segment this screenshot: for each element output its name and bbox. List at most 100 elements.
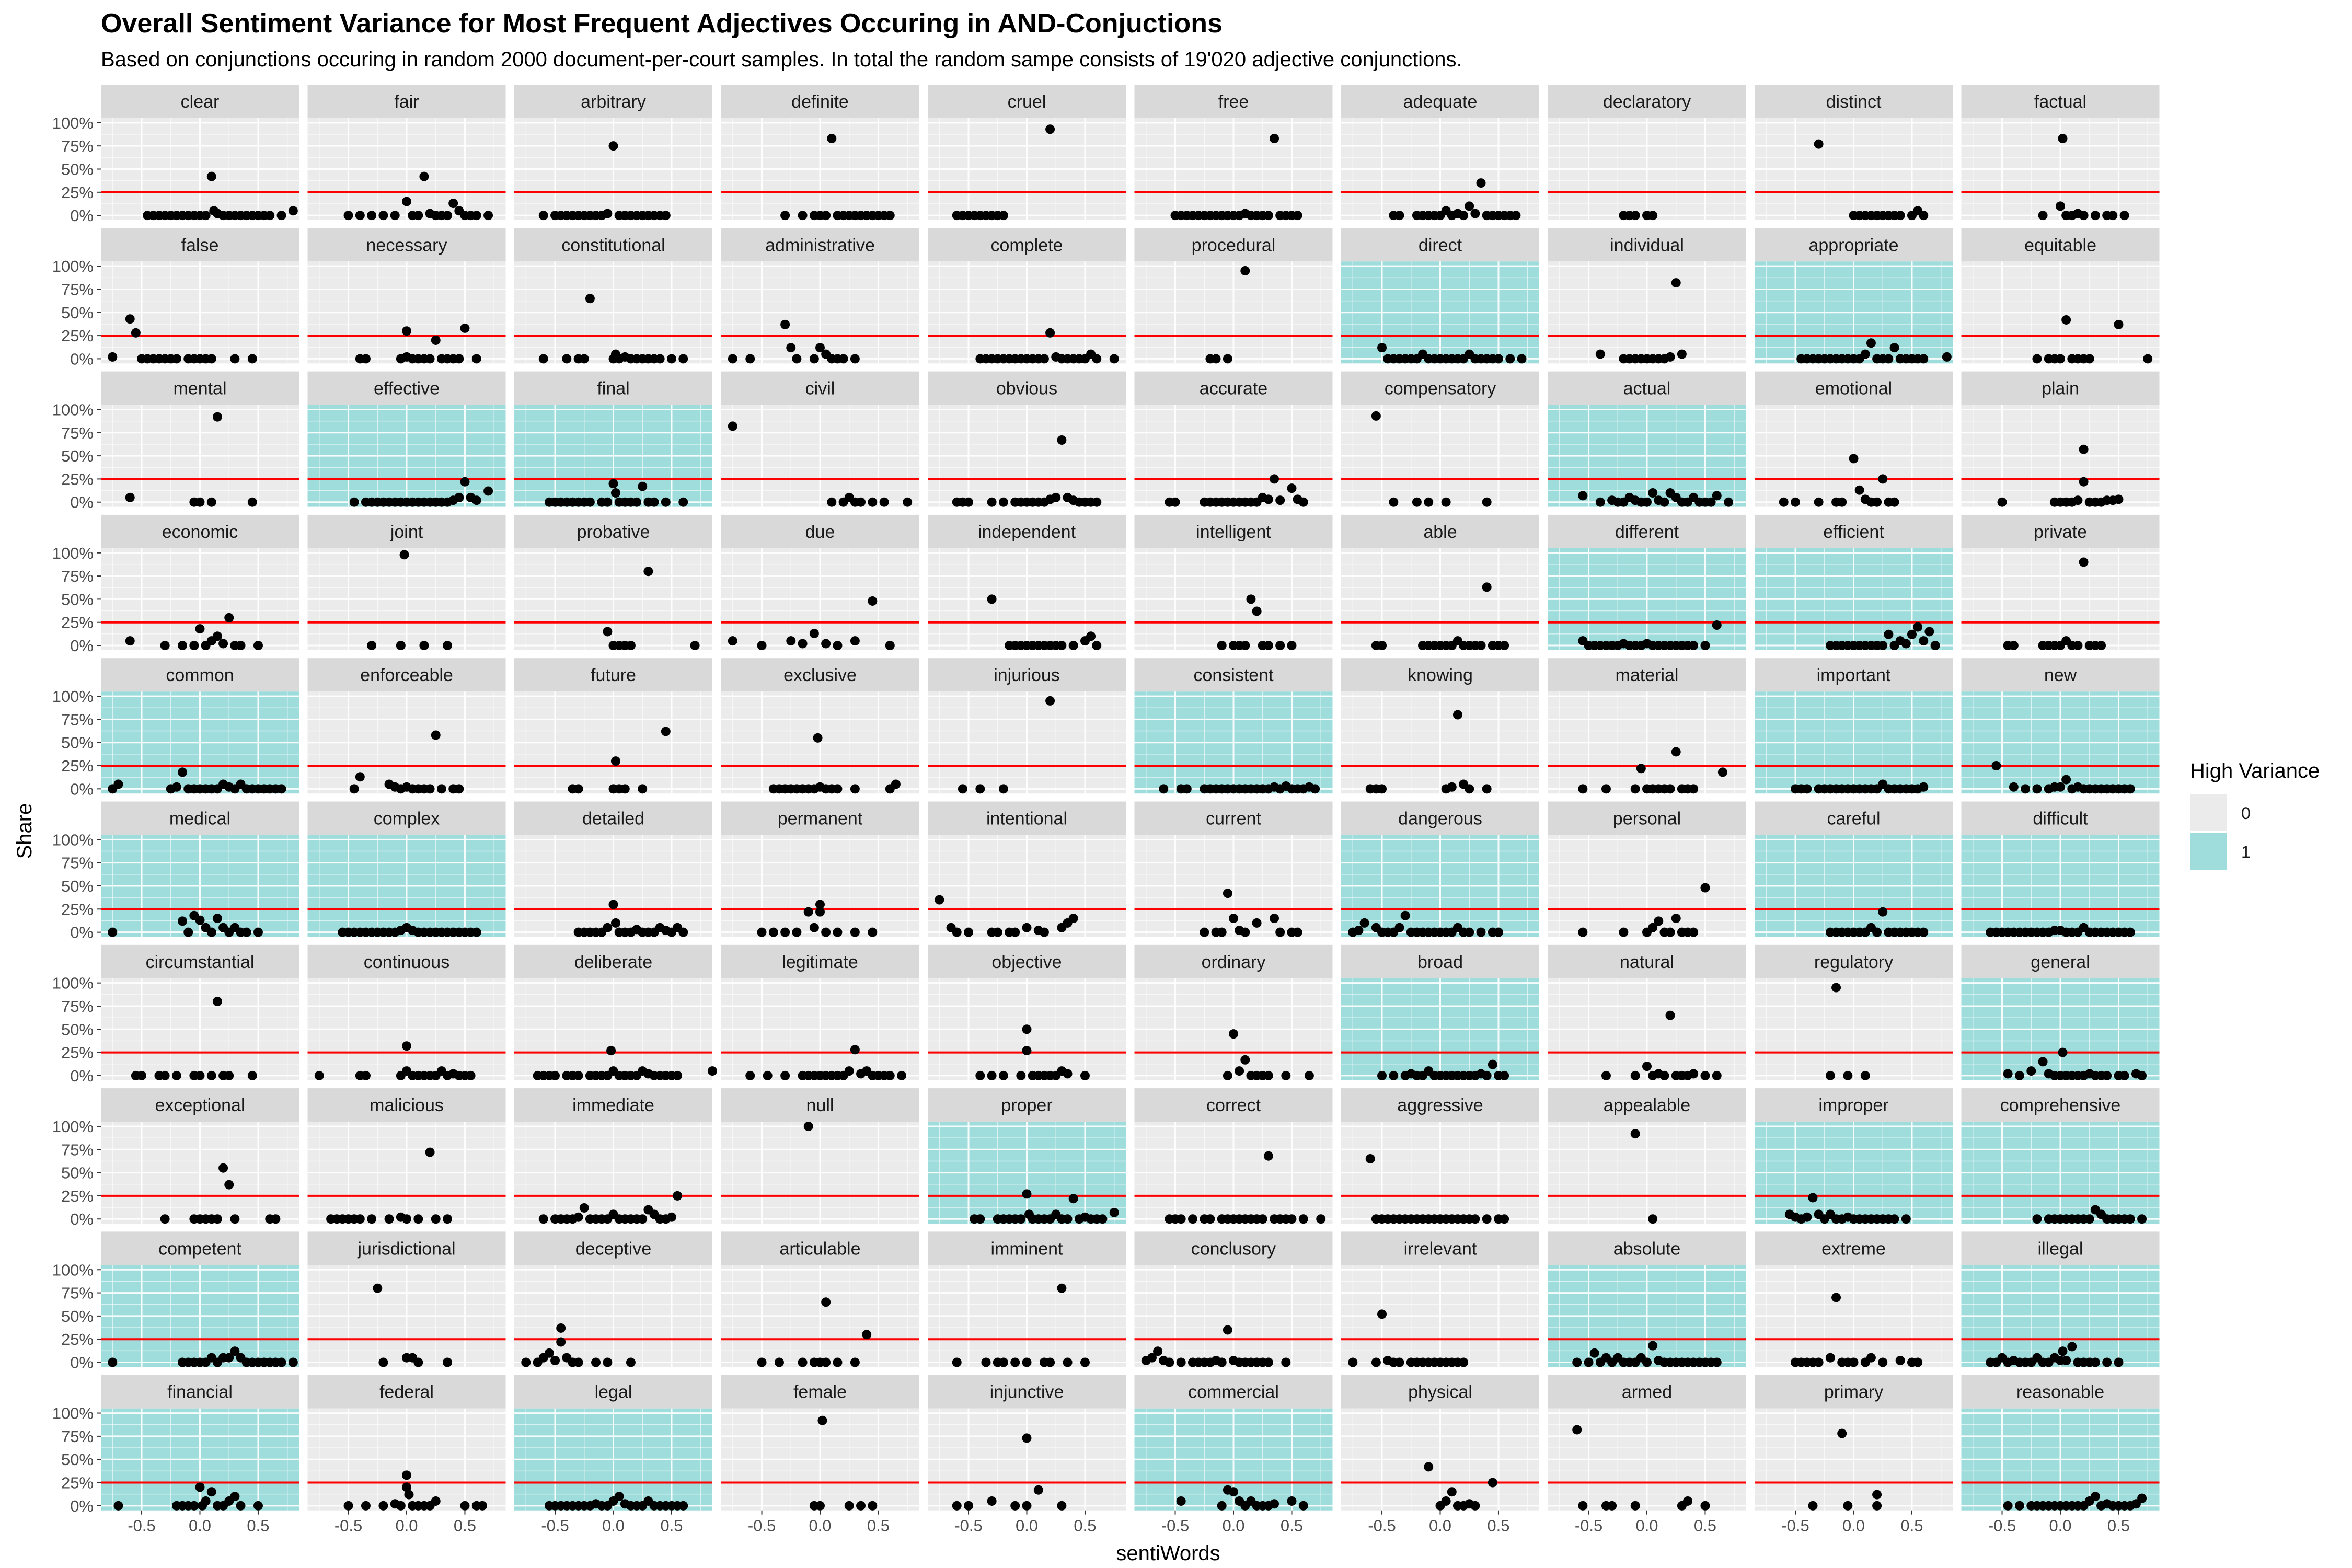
data-point	[419, 171, 429, 181]
facet-strip	[1134, 85, 1333, 118]
data-point	[247, 1070, 257, 1080]
data-point	[1802, 1212, 1812, 1222]
data-point	[1400, 910, 1410, 920]
data-point	[833, 784, 843, 794]
data-point	[1630, 1070, 1640, 1080]
facet-strip	[1548, 1088, 1746, 1122]
facet-strip-label: injurious	[994, 665, 1060, 685]
data-point	[2058, 1047, 2068, 1057]
data-point	[2014, 1070, 2024, 1080]
data-point	[471, 927, 481, 937]
x-tick-label: 0.0	[1429, 1517, 1451, 1535]
data-point	[1086, 631, 1096, 641]
data-point	[608, 900, 618, 909]
facet-panel-medical: medical	[101, 801, 299, 937]
facet-strip-label: malicious	[370, 1096, 444, 1115]
facet-strip-label: complete	[991, 235, 1063, 255]
data-point	[1919, 636, 1929, 646]
data-point	[1505, 354, 1515, 364]
facet-strip-label: definite	[791, 92, 849, 112]
data-point	[206, 171, 216, 181]
data-point	[579, 1203, 589, 1213]
data-point	[987, 1496, 997, 1506]
facet-panel-individual: individual	[1548, 228, 1746, 364]
facet-panel-fair: fair	[307, 85, 506, 221]
data-point	[2009, 782, 2019, 792]
data-point	[1482, 784, 1492, 794]
data-point	[1316, 1214, 1326, 1224]
data-point	[638, 784, 648, 794]
data-point	[774, 1357, 784, 1367]
facet-panel-distinct: distinct	[1755, 85, 1953, 221]
data-point	[1229, 1487, 1238, 1497]
facet-strip	[721, 1231, 919, 1265]
data-point	[390, 211, 400, 221]
facet-panel-direct: direct	[1341, 228, 1539, 364]
facet-strip	[307, 1088, 506, 1122]
data-point	[160, 1070, 170, 1080]
data-point	[431, 335, 441, 345]
data-point	[1039, 354, 1049, 364]
data-point	[1441, 1496, 1451, 1506]
data-point	[1263, 1151, 1273, 1161]
facet-strip	[928, 658, 1126, 692]
facet-panel-comprehensive: comprehensive	[1961, 1088, 2160, 1224]
data-point	[993, 927, 1002, 937]
y-tick-label: 50%	[61, 734, 94, 752]
y-tick-label: 100%	[52, 974, 94, 993]
facet-strip	[514, 944, 712, 978]
facet-strip-label: ordinary	[1202, 952, 1266, 972]
y-tick-label: 50%	[61, 877, 94, 895]
facet-strip	[1961, 1375, 2160, 1409]
data-point	[1843, 1070, 1853, 1080]
data-point	[2079, 477, 2089, 487]
data-point	[1246, 594, 1256, 604]
y-tick-label: 0%	[70, 206, 94, 225]
data-point	[1671, 914, 1681, 924]
y-tick-label: 50%	[61, 447, 94, 465]
data-point	[125, 314, 135, 324]
facet-strip	[1548, 944, 1746, 978]
data-point	[1860, 1070, 1870, 1080]
facet-strip	[1134, 1088, 1333, 1122]
data-point	[1263, 1357, 1273, 1367]
facet-strip-label: physical	[1408, 1382, 1472, 1402]
x-tick-label: -0.5	[541, 1517, 569, 1535]
data-point	[1063, 1357, 1073, 1367]
x-tick-label: 0.5	[867, 1517, 890, 1535]
data-point	[1991, 761, 2001, 771]
data-point	[610, 918, 620, 928]
facet-panel-common: common	[101, 658, 299, 794]
data-point	[201, 1496, 211, 1506]
facet-strip-label: careful	[1827, 809, 1880, 829]
data-point	[477, 1501, 487, 1511]
data-point	[821, 1357, 831, 1367]
facet-panel-circumstantial: circumstantial	[101, 944, 299, 1080]
data-point	[425, 354, 435, 364]
y-tick-label: 0%	[70, 637, 94, 655]
data-point	[1689, 784, 1699, 794]
data-point	[987, 594, 997, 604]
facet-strip	[1341, 85, 1539, 118]
data-point	[1700, 883, 1710, 893]
data-point	[212, 914, 222, 924]
y-tick-label: 50%	[61, 304, 94, 322]
data-point	[780, 211, 790, 221]
data-point	[2084, 1214, 2094, 1224]
facet-strip-label: circumstantial	[146, 952, 255, 972]
data-point	[1022, 923, 1032, 932]
x-tick-label: 0.5	[2107, 1517, 2130, 1535]
data-point	[431, 1214, 441, 1224]
data-point	[1779, 497, 1789, 507]
facet-panel-continuous: continuous	[307, 944, 506, 1080]
data-point	[355, 211, 365, 221]
facet-strip	[721, 1375, 919, 1409]
y-tick-label: 100%	[52, 257, 94, 275]
data-point	[378, 211, 388, 221]
facet-panel-careful: careful	[1755, 801, 1953, 937]
x-tick-label: 0.5	[454, 1517, 476, 1535]
facet-panel-federal: federal	[307, 1375, 506, 1511]
data-point	[803, 907, 813, 917]
data-point	[1808, 1501, 1818, 1511]
facet-strip	[514, 658, 712, 692]
